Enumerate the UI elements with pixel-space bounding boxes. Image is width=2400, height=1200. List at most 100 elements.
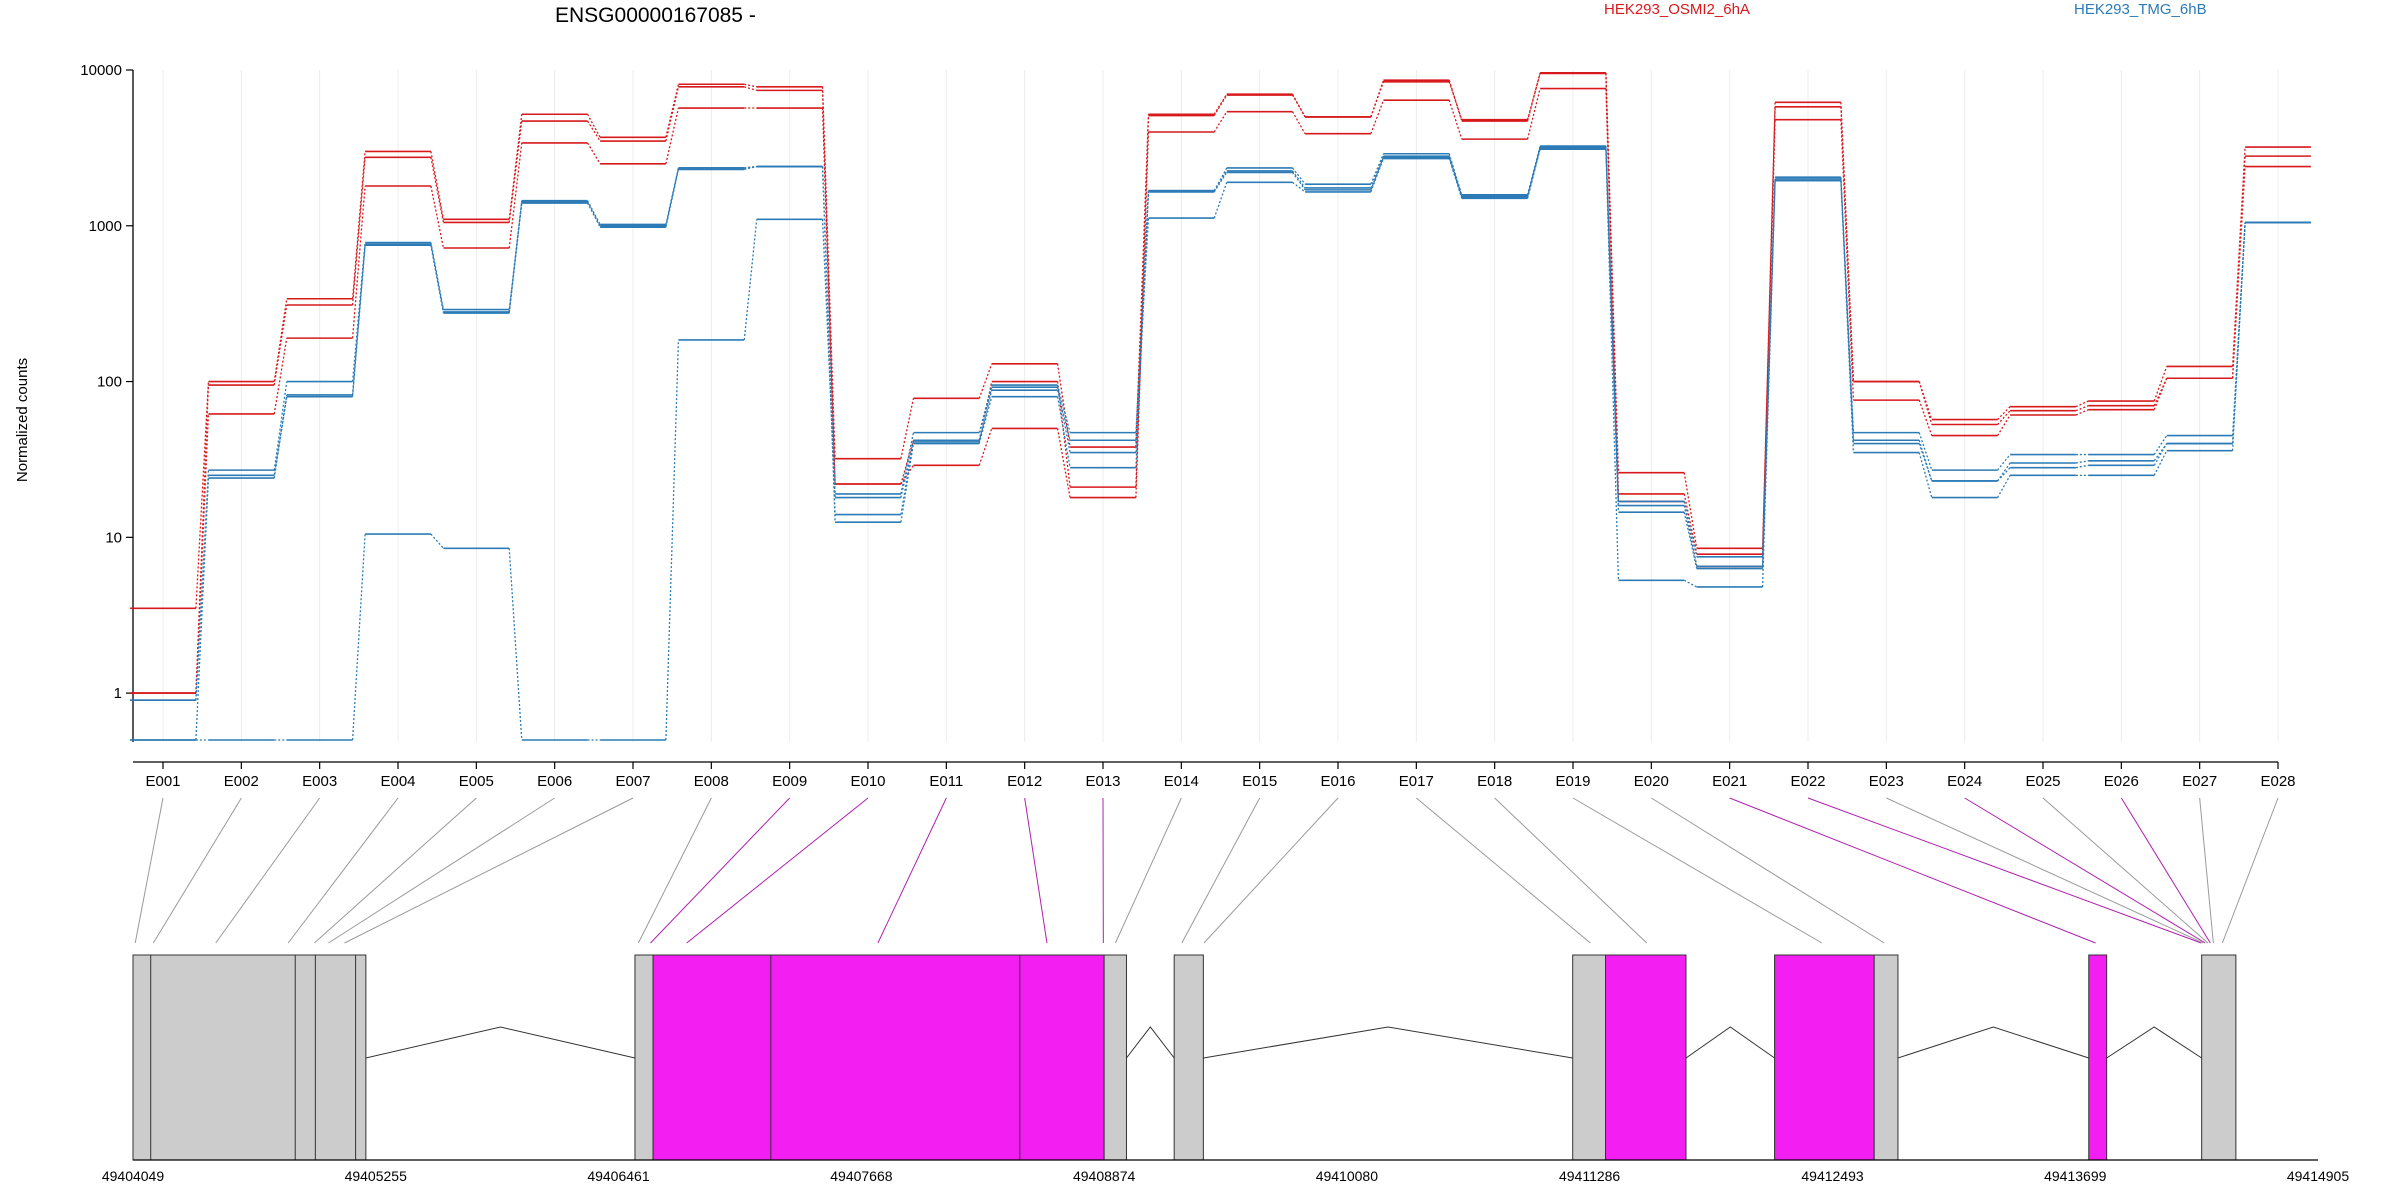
coordinate-label: 49406461 (587, 1168, 650, 1184)
series-transition (430, 245, 445, 314)
series-transition (1213, 94, 1228, 116)
series-transition (1213, 172, 1228, 193)
series-transition (1448, 157, 1463, 198)
series-transition (1918, 381, 1933, 420)
bin-connector (1886, 797, 2204, 944)
series-transition (1683, 472, 1698, 549)
series-transition (744, 83, 757, 88)
x-tick-label: E004 (380, 773, 415, 790)
series-transition (351, 185, 366, 339)
x-tick-label: E011 (929, 773, 963, 790)
series-transition (2075, 400, 2089, 408)
bin-connector (650, 797, 791, 944)
series-transition (195, 478, 210, 741)
bin-connector (287, 797, 399, 944)
bin-connector (1114, 797, 1182, 944)
series-transition (1448, 81, 1463, 120)
gridlines (162, 70, 2279, 742)
chart-title: ENSG00000167085 - (555, 4, 756, 27)
series-transition (2075, 464, 2089, 469)
series-transition (900, 443, 915, 523)
exon-highlighted (1774, 954, 1875, 1161)
exon (1572, 954, 1606, 1161)
series-transition (2153, 378, 2168, 410)
series-3 (130, 87, 2311, 694)
series-1 (130, 71, 2311, 610)
series-transition (978, 396, 993, 444)
bin-connector (686, 797, 869, 944)
x-tick-label: E015 (1242, 773, 1277, 790)
gene-model: 49404049 49405255 49406461 49407668 49408874… (102, 954, 2350, 1184)
series-transition (1683, 579, 1698, 588)
series-5 (130, 146, 2311, 702)
series-transition (1840, 119, 1855, 401)
coordinate-label: 49412493 (1801, 1168, 1864, 1184)
series-transition (900, 432, 915, 495)
coordinate-label: 49414905 (2287, 1168, 2350, 1184)
coordinate-label: 49408874 (1073, 1168, 1136, 1184)
intron (365, 1026, 636, 1059)
series-transition (351, 533, 366, 741)
bin-connector (1572, 797, 1823, 944)
series-transition (508, 202, 523, 314)
exon (1103, 954, 1127, 1161)
exon-highlighted (2088, 954, 2108, 1161)
exon (132, 954, 367, 1161)
y-axis-label: Normalized counts (14, 358, 31, 482)
series-transition (1292, 94, 1306, 118)
series-transition (978, 390, 993, 443)
series-transition (1526, 88, 1541, 140)
series-transition (1683, 501, 1698, 557)
series-transition (195, 381, 210, 609)
series-transition (744, 86, 757, 91)
series-transition (1918, 432, 1933, 471)
x-tick-label: E017 (1399, 773, 1434, 790)
series-transition (1135, 218, 1150, 441)
bin-connector (344, 797, 634, 944)
series-transition (665, 339, 680, 741)
series-transition (900, 441, 915, 498)
x-tick-label: E008 (694, 773, 729, 790)
series-transition (430, 151, 445, 220)
series-transition (1997, 414, 2011, 436)
y-tick-label: 1 (114, 685, 122, 702)
series-transition (351, 157, 366, 306)
exon (1173, 954, 1204, 1161)
x-tick-label: E002 (224, 773, 259, 790)
series-transition (1135, 114, 1150, 448)
bin-connector (152, 797, 242, 944)
series-transition (1997, 467, 2011, 482)
series-transition (273, 338, 288, 414)
series-transition (1292, 170, 1306, 189)
x-tick-label: E025 (2025, 773, 2060, 790)
series-transition (586, 202, 601, 228)
series-4 (130, 145, 2311, 702)
series-transition (1292, 172, 1306, 191)
x-tick-label: E016 (1320, 773, 1355, 790)
intron (1897, 1026, 2089, 1059)
series-transition (587, 120, 601, 142)
x-axis: E001 E002 E003 E004 E005 E006 E007 E008 E009 E010… (133, 761, 2296, 790)
series-transition (665, 169, 680, 228)
bin-connector (877, 797, 947, 944)
series-transition (1683, 493, 1698, 555)
series-transition (1526, 149, 1541, 199)
series-transition (195, 470, 210, 701)
legend-entry-osmi2: HEK293_OSMI2_6hA (1604, 1, 1750, 18)
series-transition (821, 219, 836, 498)
x-tick-label: E026 (2104, 773, 2139, 790)
x-tick-label: E007 (615, 773, 650, 790)
bin-connectors (134, 797, 2279, 944)
series-transition (1056, 384, 1071, 433)
series-transition (1918, 381, 1933, 425)
series-transition (1683, 512, 1698, 569)
bin-connector (1494, 797, 1648, 944)
series-transition (430, 157, 445, 223)
series-transition (1997, 410, 2011, 425)
series-transition (665, 107, 680, 164)
series-6 (130, 147, 2311, 741)
bin-connector (1964, 797, 2206, 944)
bin-connector (1181, 797, 1261, 944)
series-transition (1997, 462, 2011, 482)
series-transition (273, 394, 288, 476)
